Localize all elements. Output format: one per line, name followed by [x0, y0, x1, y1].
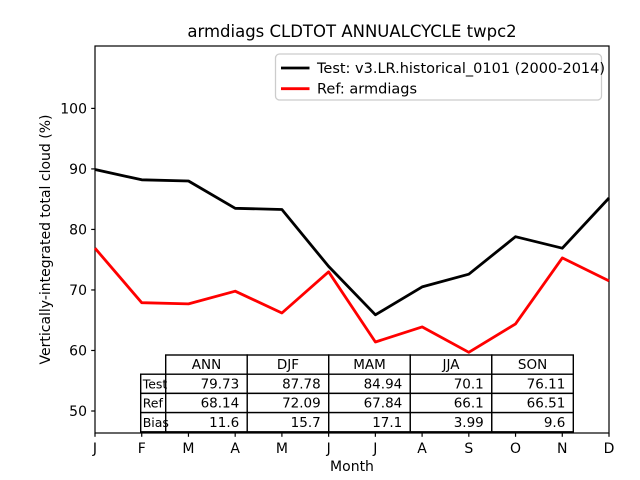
stats-table-column-header: DJF	[277, 357, 299, 373]
stats-table-value: 79.73	[201, 376, 240, 392]
stats-table-value: 11.6	[209, 415, 239, 431]
ref-series-line	[93, 247, 610, 354]
stats-table-column-header: SON	[518, 357, 547, 373]
stats-table-column-header: MAM	[353, 357, 386, 373]
stats-table-value: 76.11	[527, 376, 566, 392]
stats-table-row-label: Test	[142, 376, 168, 391]
stats-table-column-header: JJA	[442, 357, 461, 373]
legend-box	[274, 53, 603, 101]
chart-title: armdiags CLDTOT ANNUALCYCLE twpc2	[187, 22, 516, 41]
stats-table-value: 70.1	[454, 376, 484, 392]
stats-table-value: 87.78	[282, 376, 321, 392]
y-axis-label: Vertically-integrated total cloud (%)	[38, 115, 54, 365]
stats-table-value: 66.51	[527, 396, 566, 412]
stats-table-row-label: Ref	[143, 396, 164, 411]
stats-table-value: 84.94	[364, 376, 403, 392]
stats-table-column-header: ANN	[192, 357, 221, 373]
x-tick-label: D	[604, 441, 615, 457]
stats-table-value: 17.1	[372, 415, 402, 431]
x-tick-label: S	[464, 441, 473, 457]
stats-table-value: 68.14	[201, 396, 240, 412]
y-tick-label: 60	[69, 343, 87, 359]
x-tick-label: M	[276, 441, 288, 457]
y-tick-label: 100	[60, 101, 87, 117]
x-axis-label: Month	[330, 459, 374, 475]
plot-frame	[94, 45, 610, 434]
stats-table-value: 9.6	[544, 415, 565, 431]
x-tick-label: J	[372, 441, 377, 457]
stats-table-cell	[491, 411, 574, 433]
y-tick-label: 70	[69, 283, 87, 299]
x-tick-label: J	[92, 441, 97, 457]
stats-table-value: 67.84	[364, 396, 403, 412]
y-tick-label: 90	[69, 162, 87, 178]
stats-table-value: 15.7	[291, 415, 321, 431]
stats-table-row-label: Bias	[143, 415, 169, 430]
stats-table-value: 66.1	[454, 396, 484, 412]
x-tick-label: M	[182, 441, 194, 457]
test-series-line	[94, 168, 611, 317]
x-tick-label: F	[138, 441, 146, 457]
legend-ref-label: Ref: armdiags	[317, 82, 417, 98]
x-tick-label: A	[417, 441, 427, 457]
y-tick-label: 50	[69, 404, 87, 420]
x-tick-label: A	[230, 441, 240, 457]
x-tick-label: J	[326, 441, 331, 457]
stats-table-value: 72.09	[282, 396, 321, 412]
y-tick-label: 80	[69, 222, 87, 238]
legend-test-label: Test: v3.LR.historical_0101 (2000-2014)	[316, 61, 605, 77]
stats-table-value: 3.99	[454, 415, 484, 431]
x-tick-label: N	[557, 441, 567, 457]
x-tick-label: O	[510, 441, 521, 457]
